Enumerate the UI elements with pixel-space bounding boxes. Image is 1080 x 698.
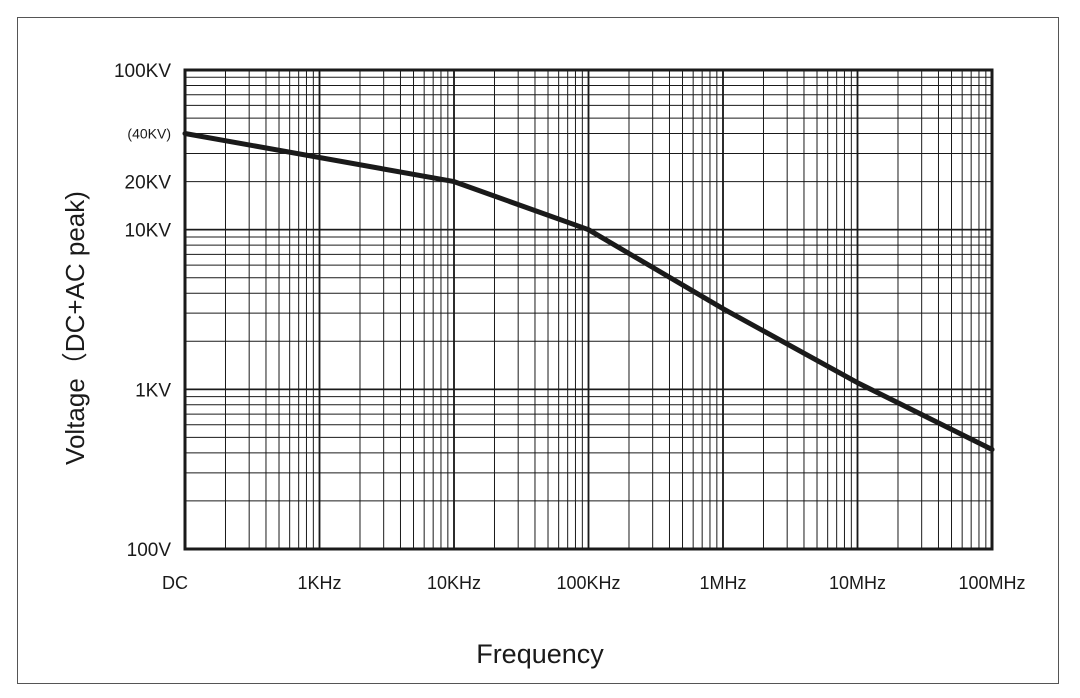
plot-area-border — [183, 68, 994, 551]
y-tick-label: 20KV — [125, 173, 172, 194]
y-tick-label: 10KV — [125, 221, 172, 242]
y-tick-label: 100KV — [114, 61, 171, 82]
x-tick-label: 100MHz — [958, 573, 1025, 593]
data-point — [182, 131, 188, 136]
series-line — [182, 131, 995, 452]
x-axis-label: Frequency — [476, 639, 604, 669]
series-layer — [182, 131, 995, 452]
x-tick-labels: DC 1KHz 10KHz 100KHz 1MHz 10MHz 100MHz — [162, 573, 1026, 593]
x-tick-label: 10MHz — [829, 573, 886, 593]
grid — [184, 69, 993, 550]
y-tick-label: (40KV) — [127, 126, 171, 142]
chart-frame — [17, 17, 1059, 684]
y-axis-label: Voltage（DC+AC peak) — [60, 191, 90, 465]
data-point — [989, 447, 995, 452]
y-tick-label: 1KV — [135, 380, 171, 401]
x-tick-label: 100KHz — [556, 573, 620, 593]
x-tick-label: 10KHz — [427, 573, 481, 593]
y-tick-label: 100V — [127, 540, 172, 561]
x-tick-label: 1KHz — [297, 573, 341, 593]
x-tick-label: 1MHz — [699, 573, 746, 593]
data-point — [586, 227, 591, 233]
data-point — [451, 179, 457, 185]
x-tick-label: DC — [162, 573, 188, 593]
data-point — [720, 306, 726, 312]
y-tick-labels: 100V 1KV 10KV 20KV (40KV) 100KV — [114, 61, 171, 561]
data-point — [855, 380, 860, 386]
